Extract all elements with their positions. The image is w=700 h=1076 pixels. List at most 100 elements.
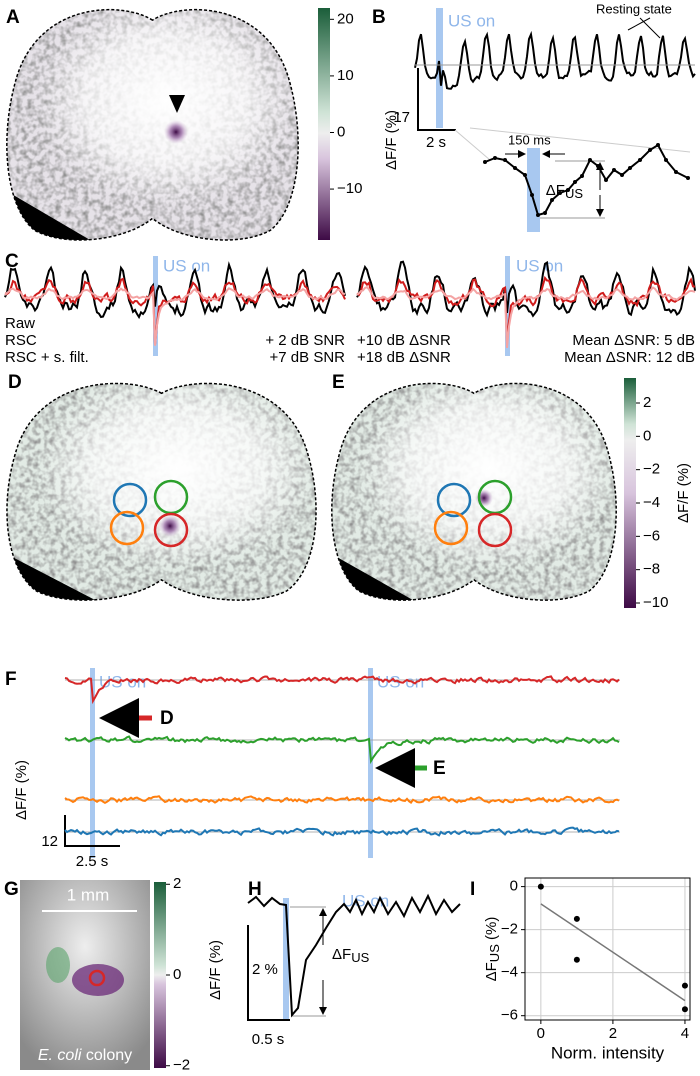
panel-label: H bbox=[248, 879, 262, 900]
roi-circle bbox=[433, 510, 469, 546]
delta-label: ΔFUS bbox=[332, 946, 370, 965]
trace bbox=[64, 735, 620, 765]
scale-bar bbox=[417, 68, 456, 131]
trace bbox=[64, 826, 620, 837]
scale-label: 1 mm bbox=[67, 885, 110, 904]
colorbar-tick-label: 10 bbox=[337, 67, 354, 84]
glow bbox=[331, 383, 617, 601]
colorbar-tick-label: −10 bbox=[337, 180, 362, 197]
caption: E. coli colony bbox=[38, 1047, 132, 1064]
scale-label: 12 bbox=[41, 833, 58, 850]
brain-outline bbox=[7, 10, 298, 240]
scale-label: 2 s bbox=[426, 134, 446, 151]
y-axis-label: ΔF/F (%) bbox=[13, 760, 30, 820]
roi-circle bbox=[477, 512, 513, 548]
ylabel-unit: (%) bbox=[483, 917, 500, 945]
scale-bar bbox=[247, 925, 290, 1021]
purple-blob bbox=[72, 964, 124, 996]
sample bbox=[483, 160, 487, 164]
scale-label: 0.5 s bbox=[252, 1031, 285, 1048]
sample bbox=[596, 164, 600, 168]
point bbox=[681, 982, 688, 989]
activation-spot bbox=[475, 489, 493, 507]
annotation: Resting state bbox=[596, 1, 672, 16]
sample bbox=[543, 211, 547, 215]
point bbox=[681, 1006, 688, 1013]
colorbar-tick-label: 2 bbox=[173, 875, 181, 892]
scale-label: 2.5 s bbox=[76, 853, 109, 870]
sample bbox=[612, 168, 616, 172]
roi-circle bbox=[109, 510, 145, 546]
x-tick-label: 2 bbox=[609, 1025, 617, 1042]
colorbar bbox=[154, 882, 166, 1068]
sample bbox=[573, 180, 577, 184]
snr-note: Mean ΔSNR: 12 dB bbox=[564, 349, 695, 366]
sample bbox=[604, 178, 608, 182]
panel-label: I bbox=[470, 879, 475, 900]
sample bbox=[513, 166, 517, 170]
panel-label: A bbox=[6, 7, 20, 28]
colorbar bbox=[318, 8, 330, 240]
colorbar-tick-label: −6 bbox=[643, 527, 660, 544]
panel-label: F bbox=[5, 669, 17, 690]
annotation: 150 ms bbox=[508, 132, 551, 147]
sample bbox=[638, 158, 642, 162]
zoom-trace bbox=[484, 143, 689, 217]
roi-circle bbox=[436, 482, 472, 518]
roi-circle bbox=[112, 482, 148, 518]
arrow-label: D bbox=[160, 708, 174, 729]
trace bbox=[64, 675, 620, 705]
delta-sub: US bbox=[351, 950, 369, 965]
sample bbox=[648, 148, 652, 152]
x-tick-label: 0 bbox=[537, 1025, 545, 1042]
colorbar-tick-label: −4 bbox=[643, 494, 660, 511]
fit-line bbox=[540, 903, 686, 1002]
colorbar-tick-label: −2 bbox=[643, 461, 660, 478]
trace bbox=[4, 261, 346, 320]
activation-spot bbox=[164, 120, 188, 144]
brain-outline bbox=[332, 383, 616, 600]
caption-italic: E. coli bbox=[38, 1047, 82, 1064]
glow bbox=[6, 383, 317, 601]
ylabel-main: ΔF bbox=[483, 962, 500, 981]
y-axis-label: ΔFUS (%) bbox=[483, 917, 502, 982]
brain-image bbox=[6, 383, 317, 601]
sample bbox=[628, 166, 632, 170]
x-tick-label: 4 bbox=[681, 1025, 689, 1042]
level-lines bbox=[290, 906, 326, 1017]
roi-circle bbox=[153, 512, 189, 548]
sample bbox=[530, 193, 534, 197]
us-bar bbox=[90, 668, 95, 858]
us-on-label: US on bbox=[163, 256, 210, 275]
colorbar-tick-label: 2 bbox=[643, 394, 651, 411]
panel-label: E bbox=[332, 372, 345, 393]
us-bar bbox=[283, 898, 289, 1020]
trace bbox=[4, 287, 346, 346]
sample bbox=[536, 213, 540, 217]
colorbar-tick-label: −10 bbox=[643, 594, 668, 611]
sample bbox=[580, 174, 584, 178]
scale-bar bbox=[64, 815, 120, 847]
sample bbox=[558, 191, 562, 195]
snr-note: +10 dB ΔSNR bbox=[357, 332, 451, 349]
legend-entry: RSC + s. filt. bbox=[5, 349, 89, 366]
sample bbox=[620, 173, 624, 177]
caption-rest: colony bbox=[81, 1047, 132, 1064]
y-tick-label: −2 bbox=[501, 921, 518, 938]
snr-note: +7 dB SNR bbox=[270, 349, 346, 366]
activation-spot bbox=[159, 515, 181, 537]
plot-frame bbox=[524, 877, 691, 1021]
brain-image bbox=[331, 383, 617, 601]
sample bbox=[686, 176, 690, 180]
trace bbox=[414, 30, 696, 90]
sample bbox=[664, 158, 668, 162]
trace bbox=[247, 893, 461, 1018]
snr-note: +18 dB ΔSNR bbox=[357, 349, 451, 366]
us-on-label: US on bbox=[516, 256, 563, 275]
panel-label: C bbox=[5, 251, 19, 272]
us-bar bbox=[527, 148, 540, 232]
x-axis-label: Norm. intensity bbox=[551, 1043, 665, 1062]
sample bbox=[588, 158, 592, 162]
sample bbox=[493, 156, 497, 160]
green-blob bbox=[46, 947, 70, 983]
